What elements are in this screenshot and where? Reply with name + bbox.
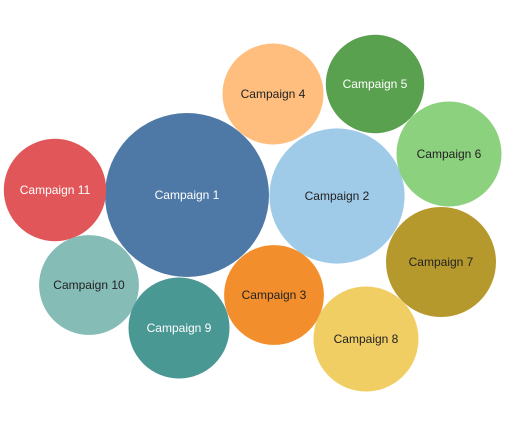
bubble-campaign-10[interactable] <box>39 235 139 335</box>
bubble-campaign-9[interactable] <box>128 277 230 379</box>
bubble-label-campaign-5: Campaign 5 <box>343 77 408 91</box>
bubble-label-campaign-6: Campaign 6 <box>417 147 482 161</box>
bubble-campaign-11[interactable] <box>3 138 107 242</box>
bubble-campaign-2[interactable] <box>269 128 405 264</box>
bubble-campaign-5[interactable] <box>325 34 425 134</box>
bubbles-group: Campaign 1 Campaign 2 Campaign 4 Campaign 5… <box>3 34 502 392</box>
bubble-campaign-4[interactable] <box>222 43 324 145</box>
bubble-campaign-1[interactable] <box>105 113 269 277</box>
bubble-campaign-7[interactable] <box>386 207 496 317</box>
bubble-label-campaign-1: Campaign 1 <box>155 188 220 202</box>
bubble-label-campaign-4: Campaign 4 <box>241 87 306 101</box>
bubble-label-campaign-10: Campaign 10 <box>53 278 125 292</box>
bubble-campaign-8[interactable] <box>313 286 419 392</box>
bubble-label-campaign-11: Campaign 11 <box>20 183 91 197</box>
bubble-campaign-3[interactable] <box>224 245 324 345</box>
bubble-label-campaign-2: Campaign 2 <box>305 189 370 203</box>
bubble-campaign-6[interactable] <box>396 101 502 207</box>
bubble-label-campaign-8: Campaign 8 <box>334 332 399 346</box>
bubble-label-campaign-3: Campaign 3 <box>242 288 307 302</box>
bubble-label-campaign-9: Campaign 9 <box>147 321 212 335</box>
bubble-label-campaign-7: Campaign 7 <box>409 255 474 269</box>
